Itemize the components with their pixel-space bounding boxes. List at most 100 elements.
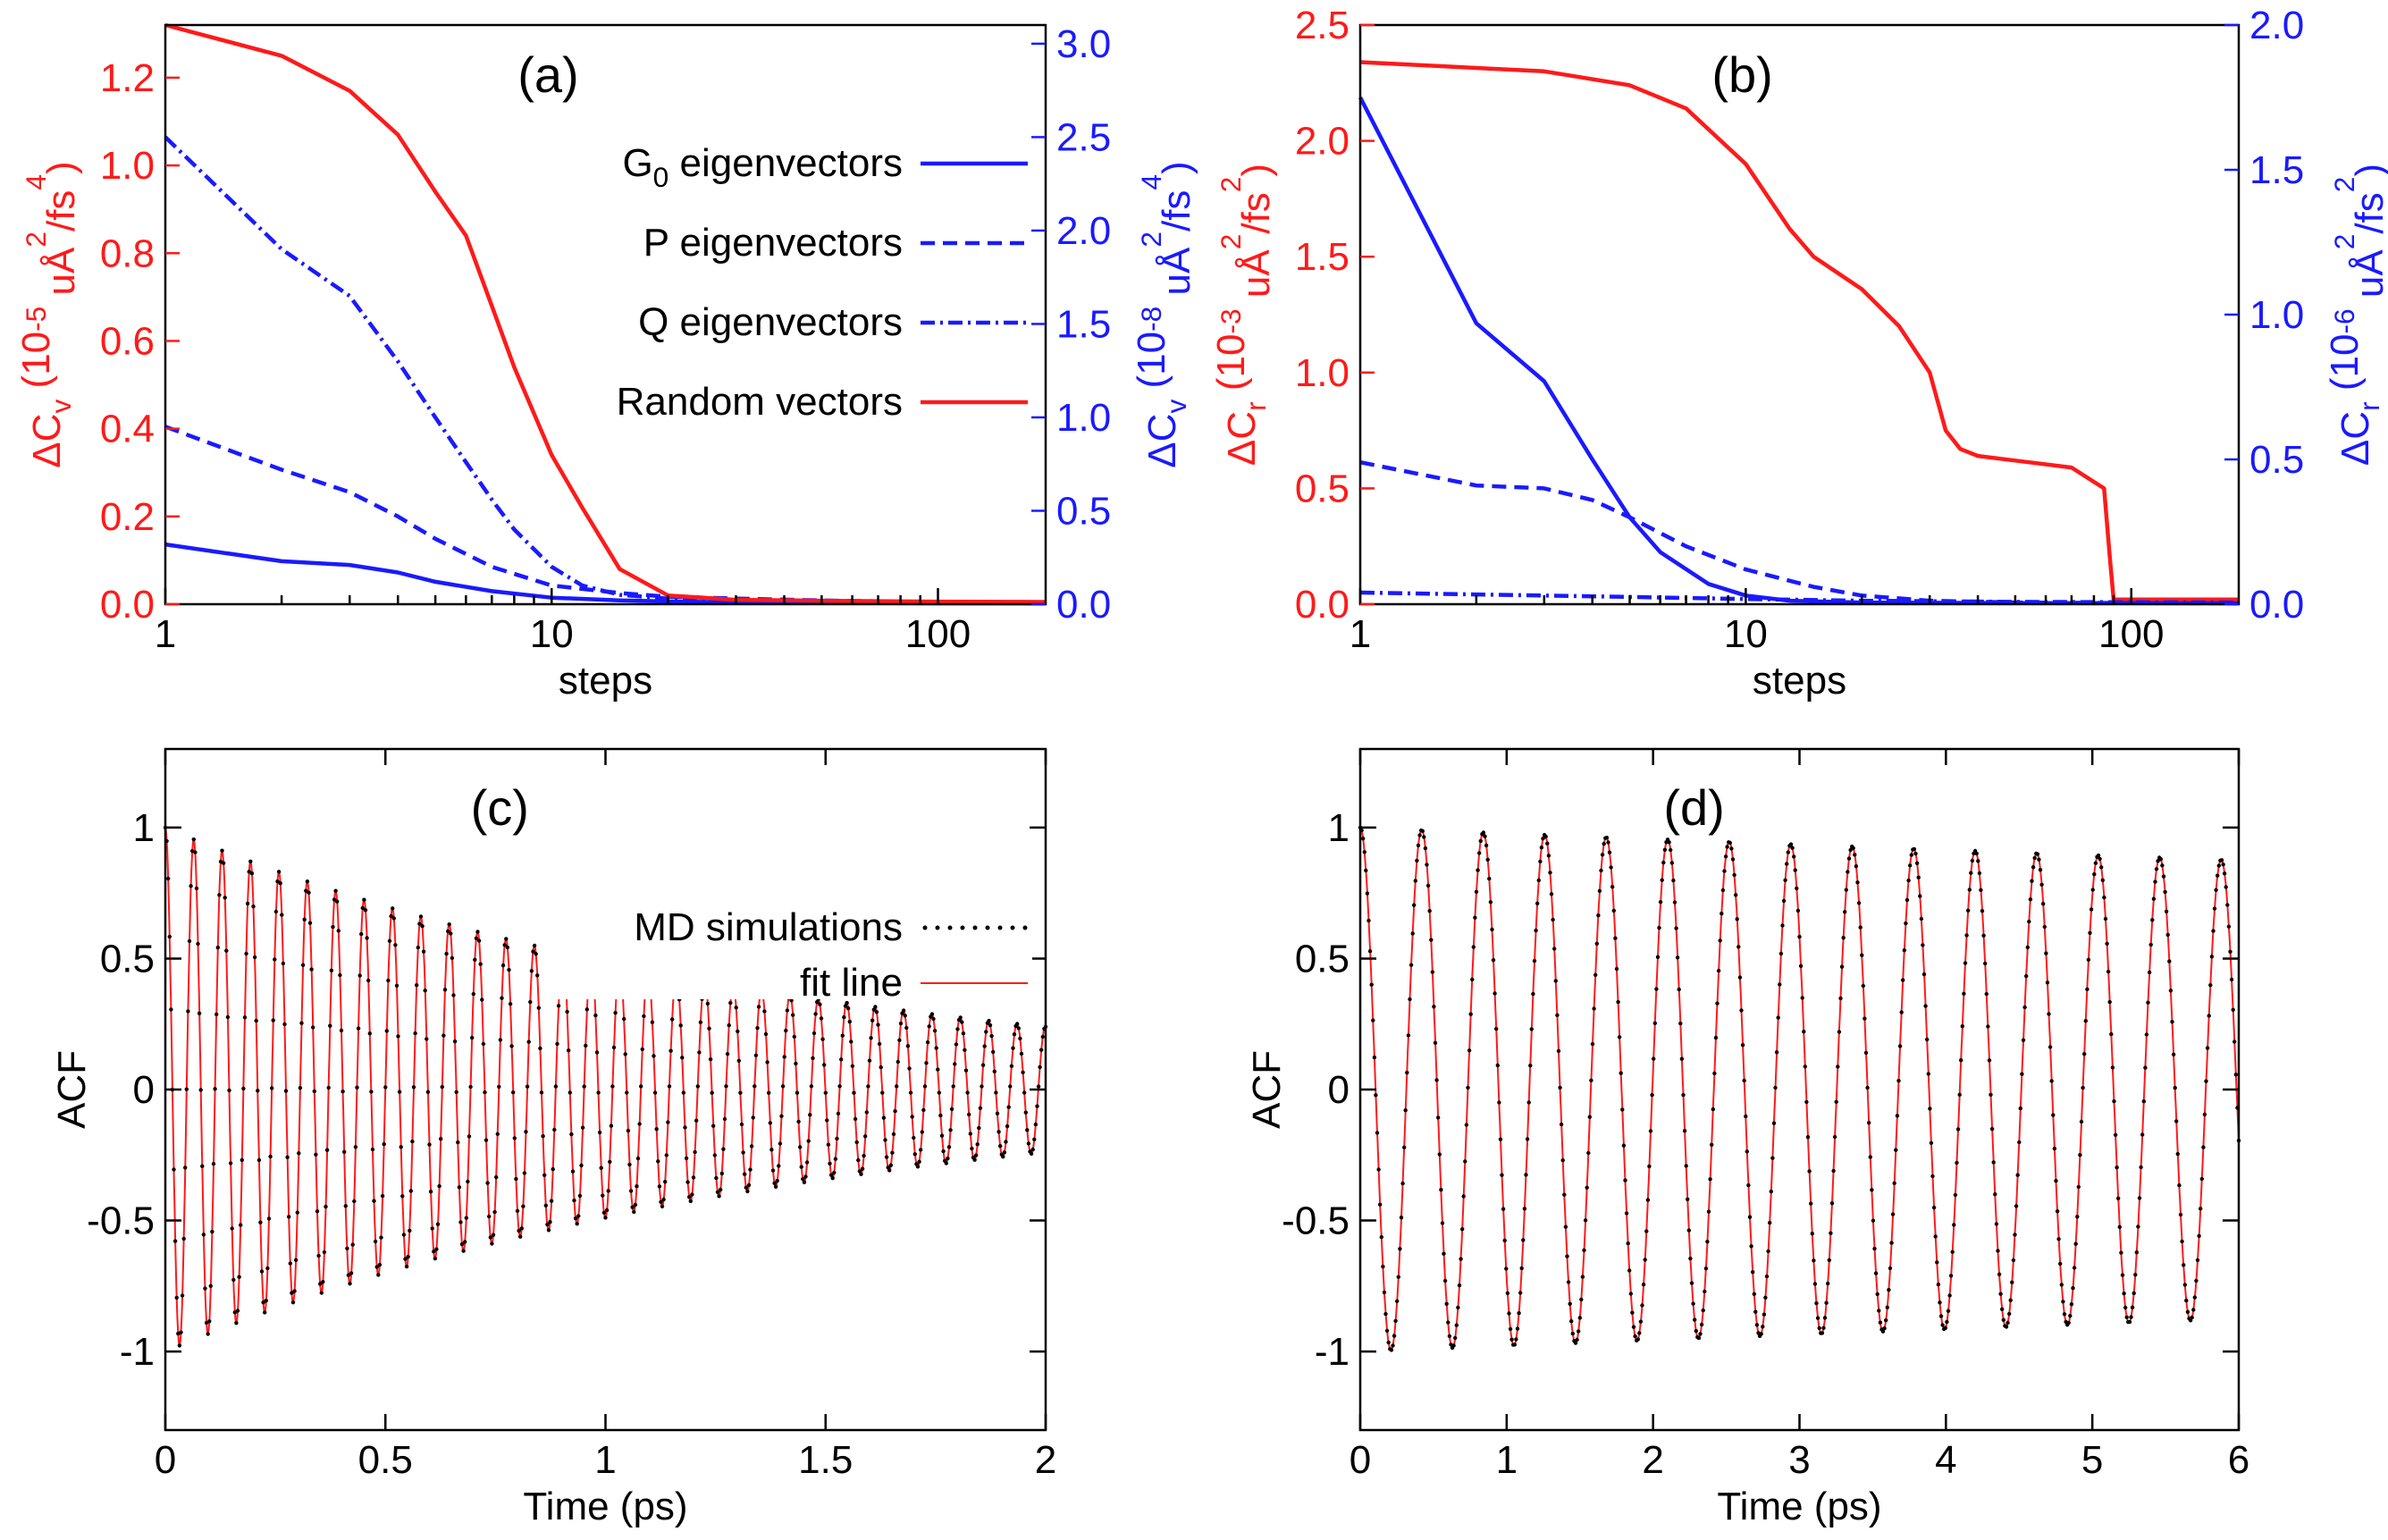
md-point <box>2035 852 2040 856</box>
md-point <box>603 1216 608 1220</box>
md-point <box>1395 1299 1400 1304</box>
axis-label-part: ΔC <box>2333 411 2377 466</box>
md-point <box>622 1016 626 1022</box>
md-point <box>2024 973 2029 979</box>
md-point <box>1761 1325 1765 1329</box>
md-point <box>1594 941 1600 947</box>
md-point <box>859 1172 863 1176</box>
md-point <box>1868 1155 1872 1159</box>
md-point <box>1678 1021 1683 1026</box>
plot-frame <box>164 747 1047 1432</box>
md-point <box>1855 880 1860 885</box>
md-point <box>715 1190 720 1195</box>
md-point <box>2047 1045 2053 1049</box>
md-point <box>626 1128 631 1133</box>
md-point <box>549 1199 554 1203</box>
md-point <box>466 1179 470 1184</box>
md-point <box>1477 851 1482 855</box>
md-point <box>1711 1107 1716 1112</box>
md-point <box>2073 1241 2078 1246</box>
md-point <box>1623 1178 1627 1182</box>
y-left-tick-label: 1.0 <box>100 144 155 188</box>
legend-sub: 0 <box>653 161 669 193</box>
md-point <box>1633 1334 1637 1339</box>
md-point <box>1036 1084 1041 1089</box>
md-point <box>408 1189 413 1193</box>
md-point <box>2201 1145 2206 1149</box>
md-point <box>1826 1281 1830 1286</box>
md-point <box>1526 1100 1531 1105</box>
md-point <box>728 1000 733 1006</box>
md-point <box>799 1165 803 1169</box>
md-point <box>1698 1332 1703 1336</box>
md-point <box>241 1086 246 1091</box>
md-point <box>1945 1319 1949 1325</box>
md-point <box>434 1247 439 1251</box>
y-tick-label: -1 <box>120 1330 155 1374</box>
md-point <box>1018 1036 1022 1041</box>
md-point <box>708 1056 713 1062</box>
md-point <box>1781 898 1787 904</box>
md-point <box>332 897 337 902</box>
axis-label-part: uÅ <box>2348 249 2388 309</box>
md-point <box>832 1170 837 1175</box>
md-point <box>1769 1189 1774 1194</box>
md-point <box>970 1146 974 1151</box>
md-point <box>1502 1238 1507 1243</box>
md-point <box>877 1041 882 1047</box>
md-point <box>538 1046 542 1051</box>
md-point <box>1817 1325 1821 1331</box>
md-point <box>1841 936 1846 940</box>
md-point <box>652 1054 656 1058</box>
md-point <box>719 1187 723 1192</box>
md-point <box>2208 983 2213 988</box>
md-point <box>946 1156 950 1161</box>
x-tick-label: 5 <box>2081 1438 2103 1482</box>
md-point <box>1770 1156 1775 1160</box>
series-line <box>1359 60 2239 602</box>
md-point <box>1691 1301 1695 1306</box>
md-point <box>1785 862 1789 866</box>
md-point <box>2226 924 2232 929</box>
md-point <box>1002 1150 1007 1155</box>
md-point <box>1560 1158 1565 1163</box>
x-tick-label: 3 <box>1788 1438 1810 1482</box>
md-point <box>360 905 365 911</box>
md-point <box>1798 964 1804 969</box>
y-tick-label: 0.5 <box>100 937 155 980</box>
md-point <box>779 1114 784 1119</box>
md-point <box>727 1022 731 1028</box>
md-point <box>1921 972 1927 977</box>
md-point <box>197 1011 202 1016</box>
md-point <box>1815 1316 1820 1320</box>
md-point <box>2174 1119 2179 1123</box>
md-point <box>753 1084 757 1089</box>
md-point <box>353 1145 358 1149</box>
md-point <box>548 1220 552 1224</box>
md-point <box>1895 1114 1900 1118</box>
md-point <box>1624 1211 1629 1216</box>
y-right-tick-label: 0.0 <box>1056 583 1111 627</box>
md-point <box>1391 1343 1395 1348</box>
md-point <box>290 1291 294 1295</box>
md-point <box>1040 1034 1046 1039</box>
md-point <box>1827 1258 1831 1263</box>
md-point <box>870 1018 875 1022</box>
md-point <box>1592 1006 1596 1011</box>
md-point <box>1851 846 1855 851</box>
md-point <box>580 1125 585 1130</box>
md-point <box>623 1052 627 1056</box>
legend-bg <box>545 947 1032 999</box>
md-point <box>2018 1106 2022 1111</box>
md-point <box>1832 1134 1837 1140</box>
md-point <box>2129 1315 2133 1319</box>
md-point <box>2175 1151 2180 1157</box>
md-point <box>2232 1039 2237 1044</box>
md-point <box>1471 945 1476 949</box>
legend-text: eigenvectors <box>668 300 903 344</box>
md-point <box>1901 978 1905 982</box>
md-point <box>273 909 279 914</box>
md-point <box>2037 857 2041 862</box>
md-point <box>401 1233 407 1237</box>
md-point <box>1890 1212 1896 1216</box>
